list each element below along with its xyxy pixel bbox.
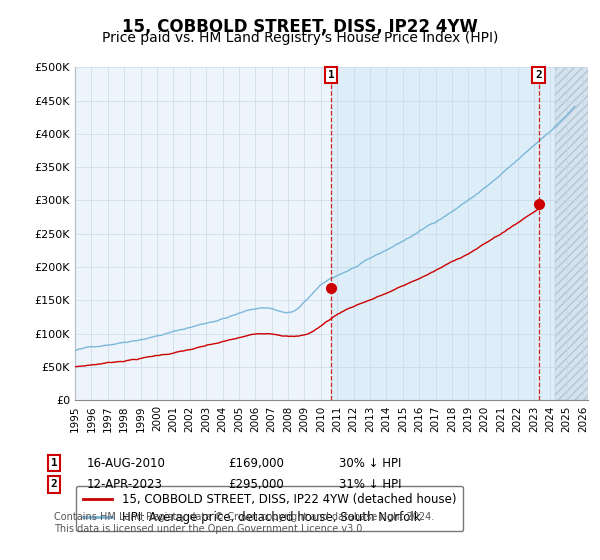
Text: 1: 1 [50,458,58,468]
Text: 1: 1 [328,70,334,80]
Bar [331,67,588,400]
Text: 2: 2 [535,70,542,80]
Text: 15, COBBOLD STREET, DISS, IP22 4YW: 15, COBBOLD STREET, DISS, IP22 4YW [122,18,478,36]
Text: £169,000: £169,000 [228,456,284,470]
Text: Contains HM Land Registry data © Crown copyright and database right 2024.
This d: Contains HM Land Registry data © Crown c… [54,512,434,534]
Legend: 15, COBBOLD STREET, DISS, IP22 4YW (detached house), HPI: Average price, detache: 15, COBBOLD STREET, DISS, IP22 4YW (deta… [76,486,463,531]
Text: £295,000: £295,000 [228,478,284,491]
Text: Price paid vs. HM Land Registry's House Price Index (HPI): Price paid vs. HM Land Registry's House … [102,31,498,45]
Text: 30% ↓ HPI: 30% ↓ HPI [339,456,401,470]
Text: 31% ↓ HPI: 31% ↓ HPI [339,478,401,491]
Bar [555,67,588,400]
Text: 16-AUG-2010: 16-AUG-2010 [87,456,166,470]
Text: 2: 2 [50,479,58,489]
Text: 12-APR-2023: 12-APR-2023 [87,478,163,491]
